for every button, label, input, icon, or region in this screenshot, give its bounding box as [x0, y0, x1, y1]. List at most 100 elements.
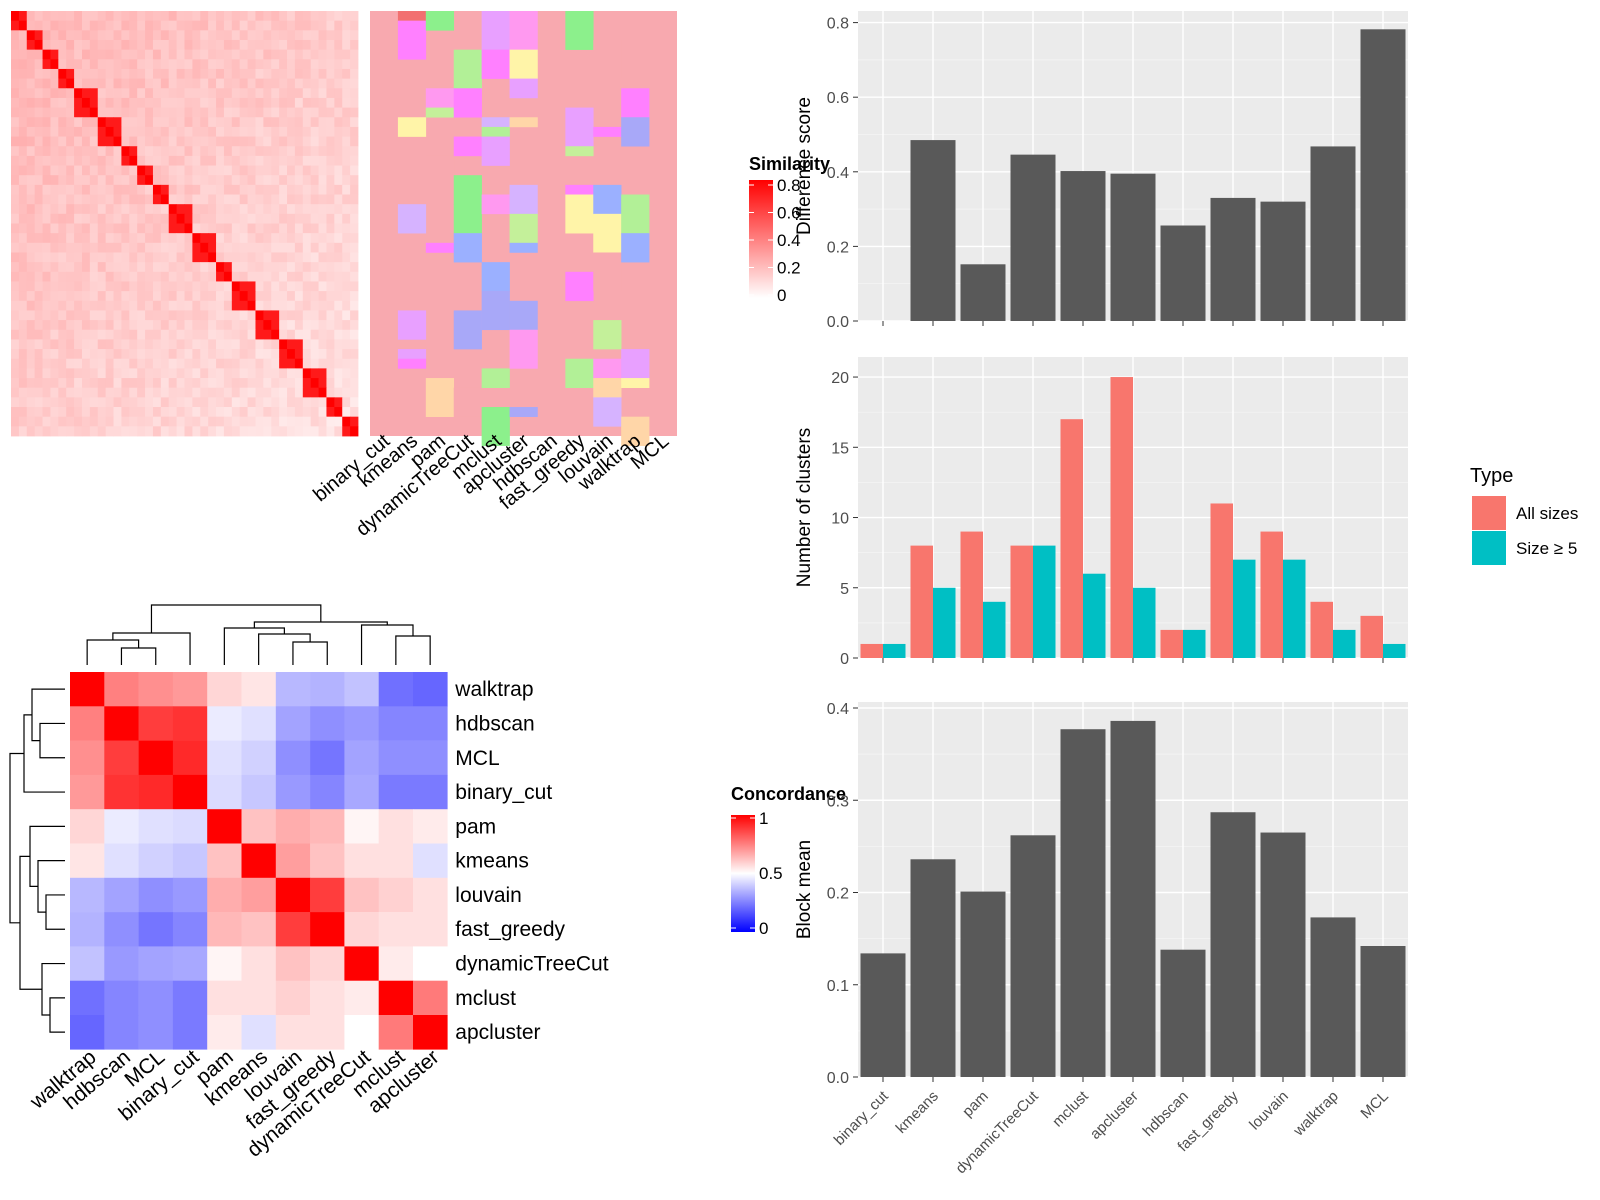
similarity-cell [42, 407, 51, 418]
similarity-cell [216, 204, 225, 215]
bar-size-ge5 [933, 587, 956, 658]
classification-cell [565, 194, 594, 234]
similarity-cell [11, 88, 20, 99]
similarity-cell [129, 416, 138, 427]
similarity-cell [74, 291, 83, 302]
similarity-cell [34, 291, 43, 302]
similarity-cell [58, 117, 67, 128]
similarity-cell [247, 262, 256, 273]
similarity-cell [97, 300, 107, 311]
similarity-cell [247, 11, 256, 22]
similarity-cell [137, 349, 146, 360]
similarity-cell [137, 320, 146, 331]
similarity-cell [97, 213, 107, 224]
similarity-cell [294, 387, 304, 398]
similarity-cell [105, 78, 114, 89]
similarity-cell [310, 184, 319, 195]
similarity-cell [302, 165, 312, 176]
similarity-cell [105, 397, 114, 408]
similarity-cell [318, 329, 327, 340]
concordance-cell [378, 946, 414, 981]
similarity-cell [145, 68, 154, 80]
similarity-cell [74, 136, 83, 147]
concordance-cell [172, 1015, 208, 1050]
similarity-cell [263, 310, 272, 321]
similarity-cell [11, 271, 20, 282]
concordance-cell [378, 843, 414, 879]
similarity-cell [66, 11, 75, 22]
similarity-cell [247, 88, 256, 99]
similarity-cell [239, 184, 248, 195]
similarity-cell [58, 184, 67, 195]
similarity-cell [287, 39, 296, 51]
similarity-cell [216, 146, 225, 157]
similarity-cell [50, 165, 59, 176]
similarity-cell [168, 165, 178, 176]
similarity-cell [18, 407, 28, 418]
similarity-cell [58, 213, 67, 224]
concordance-cell [241, 843, 277, 879]
similarity-cell [176, 49, 185, 60]
similarity-cell [58, 397, 67, 408]
classification-cell [481, 126, 510, 137]
similarity-cell [263, 204, 272, 215]
similarity-cell [279, 97, 288, 108]
similarity-cell [176, 320, 185, 331]
similarity-cell [184, 146, 193, 157]
similarity-cell [81, 117, 91, 128]
similarity-cell [81, 223, 91, 234]
similarity-cell [145, 300, 154, 311]
similarity-cell [168, 349, 178, 360]
similarity-cell [176, 107, 185, 118]
similarity-cell [145, 107, 154, 118]
similarity-cell [255, 252, 264, 263]
similarity-cell [184, 175, 193, 186]
y-tick-label: 0.1 [827, 978, 849, 995]
similarity-cell [81, 20, 91, 31]
similarity-cell [97, 30, 107, 41]
similarity-cell [121, 107, 130, 118]
similarity-cell [50, 39, 59, 51]
similarity-cell [255, 11, 264, 22]
similarity-cell [350, 155, 359, 166]
concordance-cell [413, 774, 448, 810]
similarity-cell [58, 59, 67, 70]
similarity-cell [113, 378, 122, 389]
similarity-cell [223, 88, 233, 99]
similarity-cell [129, 204, 138, 215]
similarity-cell [105, 242, 114, 253]
similarity-cell [200, 78, 209, 89]
similarity-cell [184, 11, 193, 22]
similarity-cell [279, 349, 288, 360]
similarity-cell [223, 378, 233, 389]
similarity-cell [58, 39, 67, 51]
similarity-cell [223, 358, 233, 369]
similarity-cell [223, 194, 233, 205]
similarity-cell [247, 252, 256, 263]
similarity-cell [302, 155, 312, 166]
similarity-cell [105, 281, 114, 292]
similarity-cell [200, 320, 209, 331]
similarity-cell [137, 194, 146, 205]
similarity-cell [318, 407, 327, 418]
concordance-cell [275, 706, 311, 741]
similarity-cell [152, 165, 162, 176]
similarity-cell [310, 329, 319, 340]
similarity-cell [26, 11, 36, 22]
bar [1310, 146, 1356, 321]
similarity-cell [310, 204, 319, 215]
similarity-cell [26, 397, 36, 408]
similarity-cell [184, 358, 193, 369]
similarity-cell [34, 175, 43, 186]
similarity-cell [192, 368, 201, 379]
similarity-cell [121, 30, 130, 41]
similarity-cell [11, 387, 20, 398]
similarity-cell [168, 223, 178, 234]
similarity-cell [247, 117, 256, 128]
similarity-cell [66, 146, 75, 157]
similarity-cell [310, 291, 319, 302]
similarity-cell [121, 407, 130, 418]
similarity-cell [208, 146, 217, 157]
concordance-cell [138, 809, 174, 844]
similarity-cell [11, 397, 20, 408]
